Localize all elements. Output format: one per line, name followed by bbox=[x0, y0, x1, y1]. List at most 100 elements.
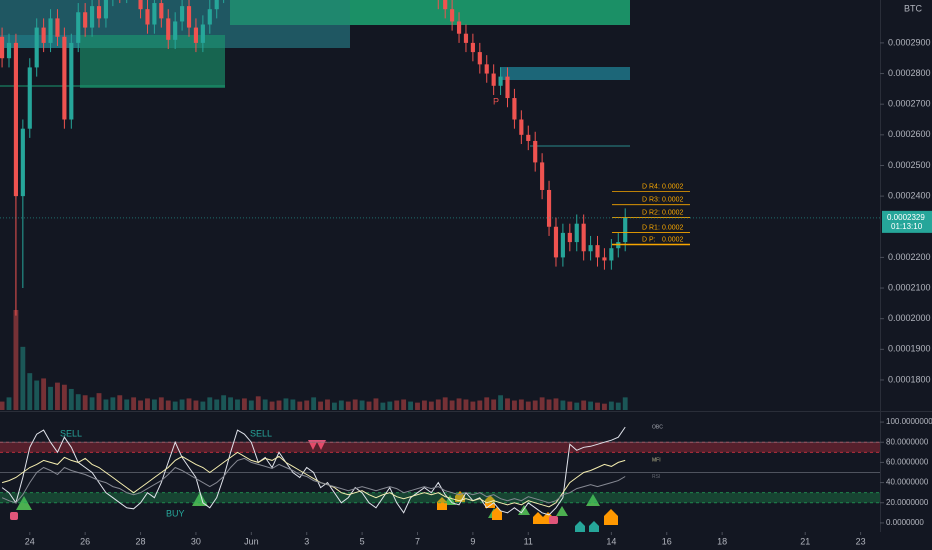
volume-bar bbox=[283, 398, 289, 410]
candle-body bbox=[166, 18, 171, 40]
oscillator-line bbox=[1, 426, 626, 516]
volume-bar bbox=[55, 382, 60, 410]
pivot-marker-label: P bbox=[493, 96, 499, 106]
y-tick-label: 0.0002700 bbox=[888, 99, 931, 109]
x-tick-label: 11 bbox=[524, 536, 533, 546]
y-tick-label: 0.0002000 bbox=[888, 313, 931, 323]
volume-bar bbox=[449, 400, 455, 410]
volume-bar bbox=[380, 402, 386, 410]
volume-bar bbox=[498, 395, 504, 410]
candle-body bbox=[546, 189, 552, 227]
volume-bar bbox=[359, 400, 365, 410]
volume-bar bbox=[165, 400, 171, 410]
volume-bar bbox=[235, 399, 240, 410]
zone-box bbox=[80, 35, 225, 88]
volume-bar bbox=[117, 395, 123, 410]
pivot-label: 0.0002 bbox=[662, 209, 684, 216]
volume-bar bbox=[525, 401, 531, 410]
x-tick-label: 30 bbox=[191, 536, 201, 546]
candle-body bbox=[450, 9, 455, 22]
candle-body bbox=[96, 6, 102, 19]
band bbox=[0, 492, 880, 503]
pivot-label: 0.0002 bbox=[662, 197, 684, 204]
x-tick-label: 14 bbox=[606, 536, 616, 546]
volume-bar bbox=[325, 399, 330, 410]
candle-body bbox=[602, 257, 607, 261]
candle-body bbox=[193, 27, 199, 43]
candle-body bbox=[214, 0, 219, 10]
volume-bar bbox=[158, 397, 164, 410]
volume-bar bbox=[248, 400, 254, 410]
candle-body bbox=[69, 42, 74, 120]
volume-bar bbox=[428, 401, 434, 410]
y-tick-label: 0.0000000 bbox=[886, 518, 924, 527]
volume-bar bbox=[408, 401, 413, 410]
volume-bar bbox=[352, 399, 358, 410]
zone-box bbox=[230, 0, 350, 25]
symbol-label: BTC bbox=[904, 3, 923, 13]
volume-bar bbox=[179, 399, 185, 410]
candle-body bbox=[48, 18, 53, 43]
volume-bar bbox=[27, 373, 33, 410]
candle-body bbox=[477, 52, 482, 65]
candle-body bbox=[173, 21, 178, 40]
candle-body bbox=[41, 27, 46, 43]
volume-bar bbox=[290, 399, 296, 410]
volume-bar bbox=[560, 400, 566, 410]
x-tick-label: 5 bbox=[360, 536, 365, 546]
candle-body bbox=[574, 223, 579, 243]
candle-body bbox=[83, 12, 88, 28]
candle-body bbox=[553, 226, 559, 258]
volume-bar bbox=[394, 400, 400, 410]
candle-body bbox=[62, 36, 67, 120]
zone-box bbox=[500, 67, 630, 80]
volume-bar bbox=[435, 399, 441, 410]
candle-body bbox=[456, 21, 462, 34]
signal-marker bbox=[556, 506, 568, 516]
volume-bar bbox=[608, 401, 614, 410]
y-tick-label: 40.0000000 bbox=[886, 478, 929, 487]
y-tick-label: 100.0000000 bbox=[886, 417, 932, 426]
volume-bar bbox=[491, 399, 497, 410]
volume-bar bbox=[477, 400, 483, 410]
signal-marker bbox=[533, 512, 543, 524]
pivot-name: D P: bbox=[642, 236, 656, 243]
volume-bar bbox=[138, 400, 143, 410]
volume-bar bbox=[622, 397, 628, 410]
volume-bar bbox=[48, 386, 53, 410]
current-price-box bbox=[882, 210, 932, 233]
volume-bar bbox=[276, 400, 282, 410]
volume-bar bbox=[20, 346, 26, 410]
volume-bar bbox=[387, 401, 393, 410]
candle-body bbox=[491, 73, 496, 86]
volume-bar bbox=[602, 403, 607, 410]
volume-bar bbox=[255, 396, 261, 410]
oscillator-line bbox=[1, 457, 626, 504]
candle-body bbox=[152, 3, 157, 25]
candle-body bbox=[498, 76, 503, 86]
signal-marker bbox=[575, 521, 585, 532]
volume-bar bbox=[401, 399, 407, 410]
x-tick-label: 24 bbox=[25, 536, 35, 546]
candle-body bbox=[519, 119, 524, 135]
y-tick-label: 0.0002100 bbox=[888, 282, 931, 292]
candle-body bbox=[533, 140, 538, 163]
volume-bar bbox=[200, 401, 206, 410]
volume-bar bbox=[89, 397, 95, 410]
volume-bar bbox=[82, 395, 88, 410]
candle-body bbox=[512, 98, 517, 120]
volume-bar bbox=[546, 399, 552, 410]
volume-bar bbox=[505, 398, 510, 410]
signal-label: SELL bbox=[60, 428, 82, 438]
volume-bar bbox=[151, 399, 157, 410]
volume-bar bbox=[421, 400, 427, 410]
volume-bar bbox=[574, 402, 580, 410]
candle-body bbox=[34, 27, 39, 68]
y-tick-label: 0.0002500 bbox=[888, 160, 931, 170]
volume-bar bbox=[311, 397, 317, 410]
x-tick-label: 16 bbox=[662, 536, 672, 546]
candle-body bbox=[27, 67, 32, 129]
y-tick-label: 0.0001800 bbox=[888, 374, 931, 384]
volume-bar bbox=[532, 400, 538, 410]
